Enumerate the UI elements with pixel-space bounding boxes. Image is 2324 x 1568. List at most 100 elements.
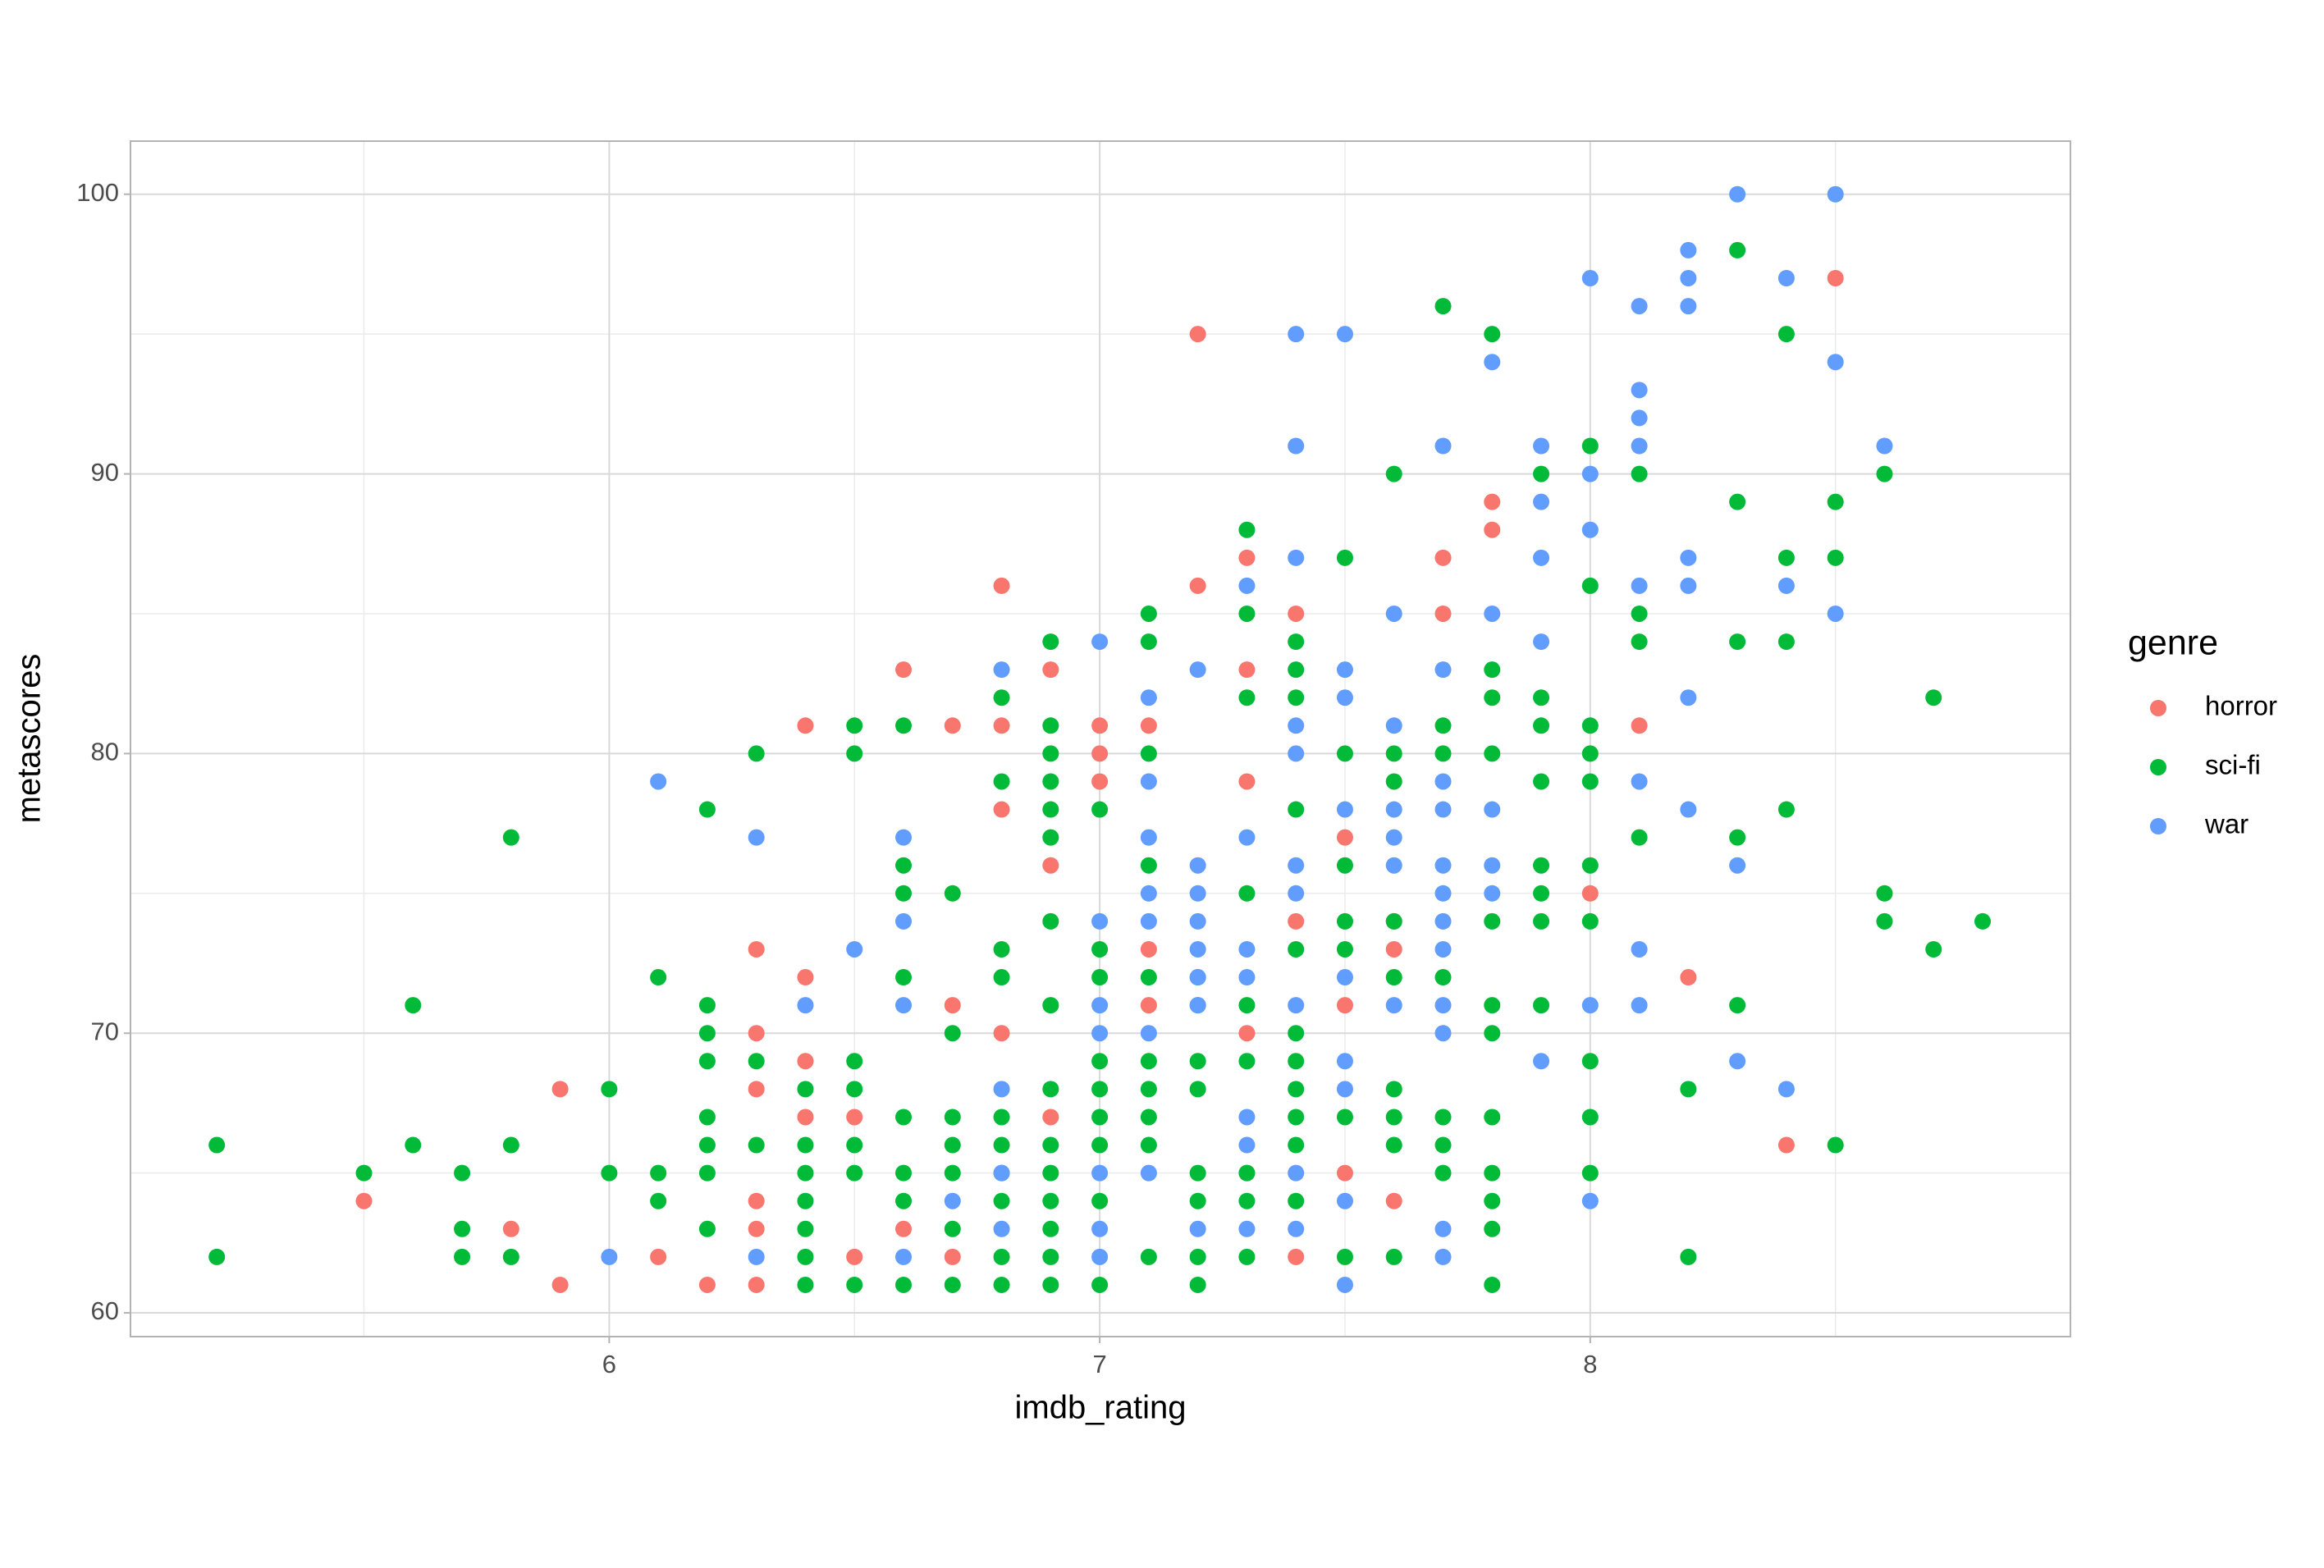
point — [1288, 940, 1305, 958]
point — [846, 1109, 863, 1126]
point — [748, 1220, 765, 1237]
point — [797, 997, 814, 1014]
point — [1533, 493, 1550, 510]
point — [1434, 857, 1452, 874]
point — [1336, 1053, 1353, 1070]
point — [1434, 437, 1452, 455]
point — [1434, 801, 1452, 818]
point — [1336, 549, 1353, 566]
point — [1288, 1081, 1305, 1098]
point — [1631, 577, 1648, 594]
point — [601, 1081, 618, 1098]
point — [1140, 1248, 1157, 1265]
point — [551, 1276, 569, 1293]
y-tick-label: 90 — [91, 458, 119, 487]
point — [1434, 1220, 1452, 1237]
point — [1827, 354, 1844, 371]
point — [1581, 1192, 1599, 1209]
point — [993, 1220, 1010, 1237]
point — [797, 717, 814, 734]
point — [1336, 1109, 1353, 1126]
point — [1091, 801, 1109, 818]
point — [846, 717, 863, 734]
point — [1385, 1248, 1402, 1265]
point — [1288, 857, 1305, 874]
point — [748, 829, 765, 846]
point — [1434, 661, 1452, 679]
point — [846, 1248, 863, 1265]
point — [1434, 1248, 1452, 1265]
point — [1091, 633, 1109, 651]
point — [1434, 605, 1452, 622]
point — [1827, 185, 1844, 203]
point — [1238, 549, 1256, 566]
point — [993, 969, 1010, 986]
point — [1581, 1164, 1599, 1182]
point — [944, 1109, 961, 1126]
point — [698, 997, 716, 1014]
point — [1336, 857, 1353, 874]
point — [944, 1192, 961, 1209]
point — [1581, 270, 1599, 287]
point — [1581, 1053, 1599, 1070]
point — [1091, 1025, 1109, 1042]
point — [1189, 577, 1206, 594]
point — [1042, 717, 1059, 734]
point — [1189, 969, 1206, 986]
point — [1533, 885, 1550, 902]
point — [1189, 940, 1206, 958]
point — [895, 1276, 913, 1293]
point — [502, 1248, 519, 1265]
point — [1189, 1276, 1206, 1293]
point — [1385, 829, 1402, 846]
point — [1631, 717, 1648, 734]
point — [1288, 912, 1305, 930]
point — [1140, 940, 1157, 958]
point — [650, 969, 667, 986]
point — [1140, 1109, 1157, 1126]
point — [1533, 465, 1550, 482]
point — [1533, 1053, 1550, 1070]
point — [1238, 577, 1256, 594]
point — [895, 969, 913, 986]
point — [1484, 1220, 1501, 1237]
point — [1238, 1109, 1256, 1126]
point — [797, 1053, 814, 1070]
point — [993, 661, 1010, 679]
point — [1189, 1081, 1206, 1098]
point — [1238, 885, 1256, 902]
point — [846, 1164, 863, 1182]
point — [1238, 661, 1256, 679]
point — [1042, 857, 1059, 874]
legend-label: sci-fi — [2205, 750, 2261, 780]
point — [1238, 1220, 1256, 1237]
points — [208, 185, 1992, 1293]
point — [1091, 745, 1109, 762]
point — [1042, 1220, 1059, 1237]
point — [1238, 940, 1256, 958]
point — [1385, 1081, 1402, 1098]
point — [1777, 549, 1795, 566]
point — [1484, 1192, 1501, 1209]
point — [1189, 1192, 1206, 1209]
point — [748, 1053, 765, 1070]
point — [1434, 1025, 1452, 1042]
point — [650, 773, 667, 790]
point — [846, 745, 863, 762]
point — [1140, 773, 1157, 790]
legend: horror sci-fi war — [2150, 691, 2277, 839]
point — [1042, 1276, 1059, 1293]
point — [1042, 1248, 1059, 1265]
y-tick-label: 80 — [91, 738, 119, 766]
y-tick-label: 100 — [76, 178, 119, 207]
point — [1336, 326, 1353, 343]
point — [1042, 829, 1059, 846]
point — [846, 1136, 863, 1154]
point — [1777, 577, 1795, 594]
legend-marker — [2150, 700, 2166, 716]
point — [405, 1136, 422, 1154]
point — [1631, 633, 1648, 651]
point — [748, 1276, 765, 1293]
legend-title: genre — [2128, 623, 2218, 662]
